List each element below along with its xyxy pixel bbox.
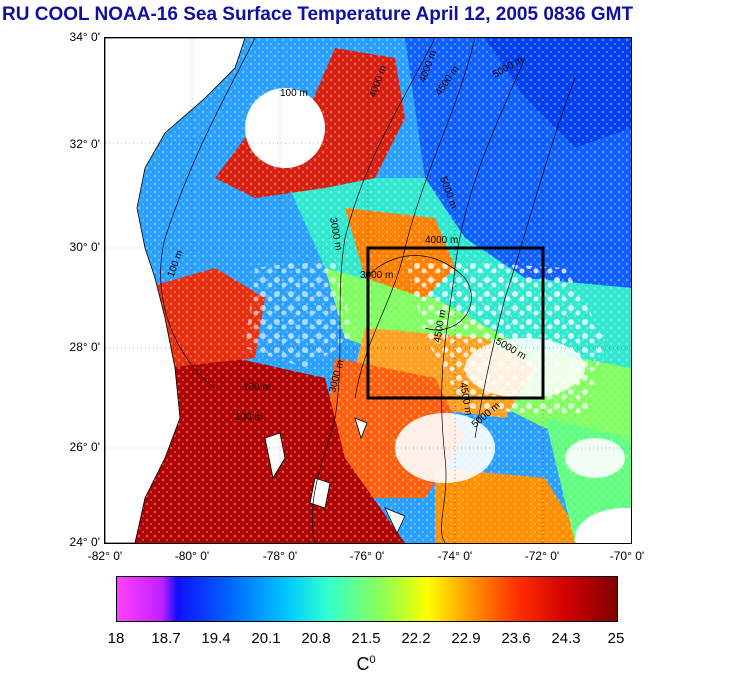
contour-label-4000-3: 4000 m: [425, 235, 458, 246]
colorbar-tick-23-6: 23.6: [501, 630, 531, 647]
colorbar-tick-19-4: 19.4: [201, 630, 231, 647]
colorbar-tick-25: 25: [607, 630, 625, 647]
colorbar-tick-22-2: 22.2: [401, 630, 431, 647]
lon-label-70: -70° 0': [609, 549, 645, 563]
unit-superscript: 0: [369, 654, 376, 666]
contour-label-shelf: 100 m: [280, 88, 308, 99]
temperature-colorbar: [116, 576, 618, 622]
lon-label-76: -76° 0': [349, 549, 385, 563]
colorbar-tick-21-5: 21.5: [351, 630, 381, 647]
sst-map-canvas: 100 m 100 m 100 m 100 m 3000 m 3000 m 30…: [105, 38, 631, 543]
land-mass: [105, 38, 246, 543]
study-area-box: [366, 246, 545, 400]
lon-label-82: -82° 0': [87, 549, 123, 563]
colorbar-tick-20-8: 20.8: [301, 630, 331, 647]
lat-label-28: 28° 0': [69, 340, 100, 354]
sst-map: 100 m 100 m 100 m 100 m 3000 m 3000 m 30…: [104, 37, 632, 544]
colorbar-tick-20-1: 20.1: [251, 630, 281, 647]
lat-label-30: 30° 0': [69, 240, 100, 254]
map-title: RU COOL NOAA-16 Sea Surface Temperature …: [2, 4, 634, 25]
colorbar-unit: C0: [346, 654, 386, 675]
colorbar-tick-24-3: 24.3: [551, 630, 581, 647]
contour-label-shelf-3: 100 m: [243, 382, 271, 393]
lon-label-80: -80° 0': [174, 549, 210, 563]
colorbar-tick-22-9: 22.9: [451, 630, 481, 647]
lat-label-32: 32° 0': [69, 137, 100, 151]
unit-letter: C: [356, 654, 370, 674]
bahamas-islands: [264, 417, 406, 534]
lat-label-34: 34° 0': [69, 30, 100, 44]
lon-label-72: -72° 0': [524, 549, 560, 563]
colorbar-tick-18: 18: [107, 630, 125, 647]
lat-label-24: 24° 0': [69, 535, 100, 549]
lat-label-26: 26° 0': [69, 440, 100, 454]
contour-label-shelf-4: 100 m: [235, 412, 263, 423]
contour-label-3000-2: 3000 m: [360, 270, 393, 281]
colorbar-tick-18-7: 18.7: [151, 630, 181, 647]
lon-label-78: -78° 0': [262, 549, 298, 563]
lon-label-74: -74° 0': [437, 549, 473, 563]
